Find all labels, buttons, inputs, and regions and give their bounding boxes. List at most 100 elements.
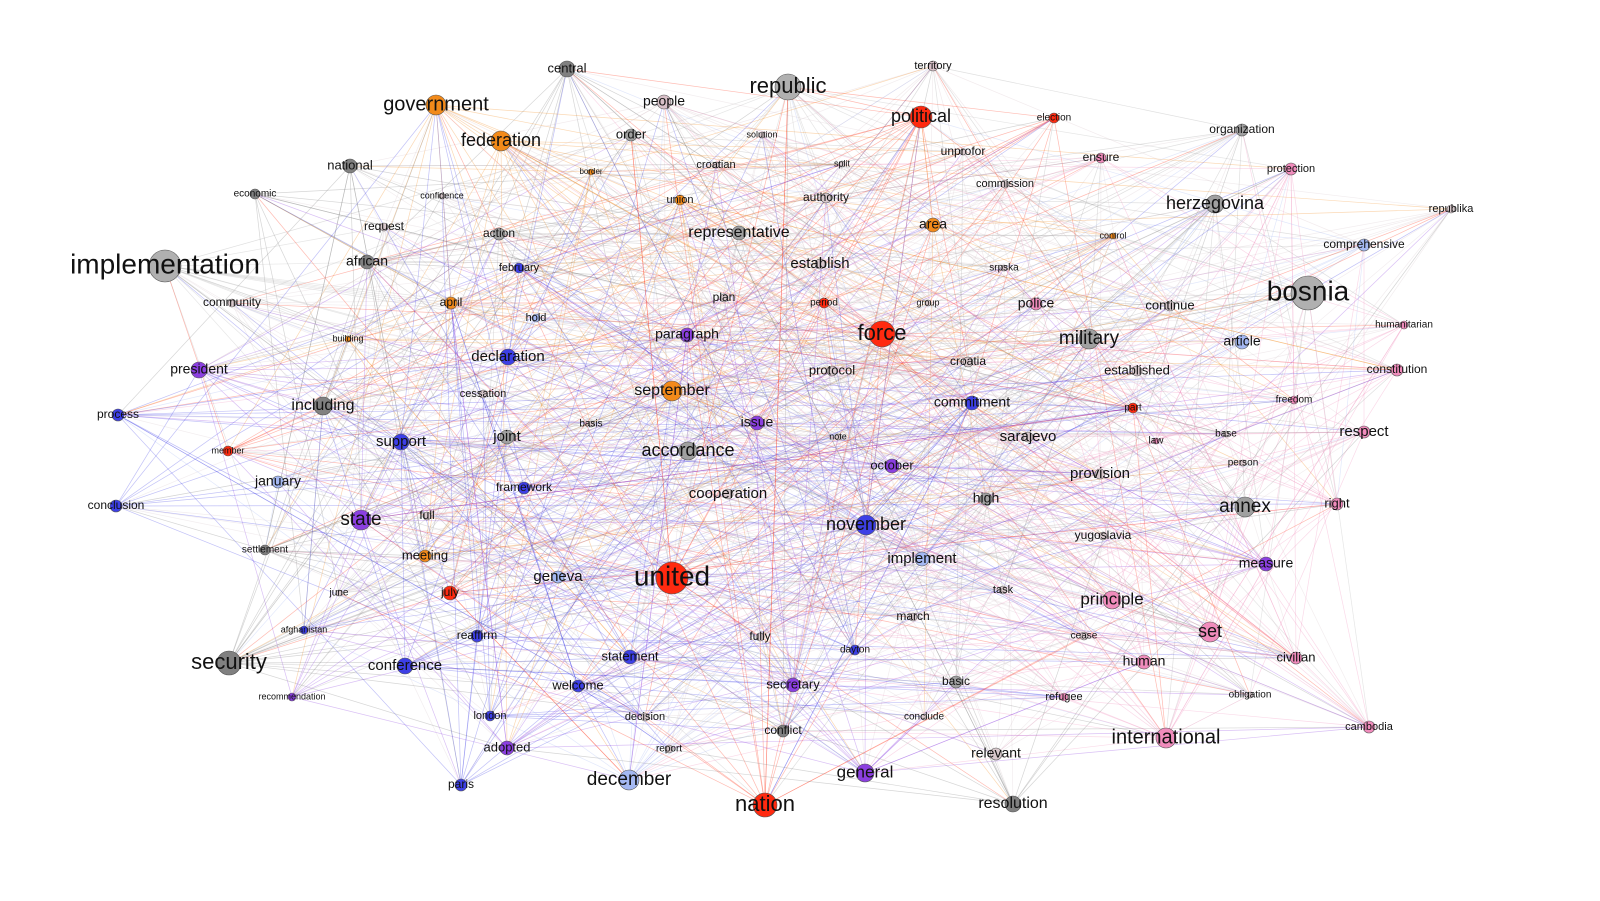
edge bbox=[506, 117, 1055, 438]
edge bbox=[1209, 503, 1338, 633]
edge bbox=[228, 361, 969, 664]
edge bbox=[628, 224, 934, 781]
edge bbox=[164, 265, 784, 732]
node bbox=[1155, 727, 1177, 749]
edge bbox=[227, 450, 428, 517]
edge bbox=[891, 244, 1365, 467]
edge bbox=[164, 265, 426, 557]
edge bbox=[366, 117, 1055, 263]
edge bbox=[231, 302, 402, 443]
node bbox=[499, 740, 515, 756]
node-label: republika bbox=[1429, 203, 1475, 215]
edge bbox=[400, 441, 1145, 663]
edge bbox=[506, 436, 1211, 633]
edge bbox=[628, 399, 1295, 781]
edge bbox=[507, 356, 1029, 438]
edge bbox=[347, 171, 592, 340]
edge bbox=[231, 302, 1405, 326]
edge bbox=[912, 399, 1295, 618]
edge bbox=[727, 493, 1211, 633]
edge bbox=[164, 265, 1134, 409]
edge bbox=[383, 226, 452, 304]
edge bbox=[577, 506, 1246, 687]
edge bbox=[449, 356, 509, 594]
node-label: base bbox=[1215, 429, 1237, 440]
node bbox=[678, 441, 698, 461]
edge bbox=[663, 101, 923, 560]
edge bbox=[787, 86, 1037, 305]
edge bbox=[687, 65, 934, 452]
edge bbox=[338, 305, 1171, 594]
edge bbox=[198, 369, 1029, 438]
edge bbox=[264, 481, 279, 551]
edge bbox=[227, 450, 987, 500]
edge bbox=[360, 261, 368, 521]
node-label: humanitarian bbox=[1375, 320, 1433, 331]
edge bbox=[912, 535, 1104, 618]
edge bbox=[921, 399, 1295, 560]
node-label: part bbox=[1124, 403, 1141, 414]
edge bbox=[782, 267, 1005, 732]
edge bbox=[920, 116, 969, 363]
node bbox=[927, 60, 939, 72]
edge bbox=[825, 197, 867, 526]
edge bbox=[590, 171, 1227, 435]
edge bbox=[164, 265, 766, 806]
edge bbox=[628, 334, 688, 781]
edge bbox=[663, 101, 1101, 475]
edge bbox=[995, 696, 1065, 755]
edge bbox=[449, 503, 1338, 594]
edge bbox=[995, 506, 1246, 755]
edge bbox=[231, 302, 646, 718]
edge bbox=[498, 233, 1114, 237]
edge bbox=[117, 199, 681, 416]
edge bbox=[923, 431, 1365, 718]
edge bbox=[629, 524, 867, 658]
edge bbox=[962, 151, 1246, 508]
edge bbox=[557, 576, 1085, 637]
edge bbox=[1102, 535, 1370, 728]
edge bbox=[787, 86, 922, 118]
node-label: representative bbox=[688, 224, 789, 241]
edge bbox=[671, 390, 758, 424]
edge bbox=[679, 199, 866, 774]
node bbox=[109, 499, 123, 513]
node-label: april bbox=[440, 295, 463, 309]
edge bbox=[787, 86, 1037, 305]
edge bbox=[435, 104, 1113, 601]
edge bbox=[932, 224, 1398, 371]
edge bbox=[864, 681, 957, 774]
node bbox=[640, 712, 650, 722]
edge bbox=[450, 116, 922, 304]
edge bbox=[831, 208, 1452, 372]
edge bbox=[628, 402, 973, 781]
edge bbox=[349, 165, 592, 173]
edge bbox=[679, 199, 1398, 371]
edge bbox=[383, 226, 1227, 435]
edge bbox=[1136, 370, 1370, 728]
edge bbox=[476, 635, 1065, 698]
edge bbox=[628, 302, 929, 781]
node bbox=[908, 612, 918, 622]
edge bbox=[500, 140, 934, 226]
edge bbox=[435, 104, 452, 304]
edge bbox=[891, 465, 1113, 601]
node-label: relevant bbox=[971, 745, 1021, 761]
edge bbox=[628, 334, 688, 781]
edge bbox=[764, 635, 1085, 806]
edge bbox=[523, 129, 1243, 489]
node bbox=[712, 161, 720, 169]
edge bbox=[761, 134, 1267, 565]
edge bbox=[426, 356, 509, 517]
edge bbox=[1002, 338, 1090, 591]
node bbox=[920, 713, 928, 721]
node-label: conclusion bbox=[88, 498, 145, 512]
edge bbox=[1088, 338, 1365, 433]
edge bbox=[995, 303, 1037, 755]
edge bbox=[507, 333, 883, 358]
edge bbox=[629, 656, 1167, 739]
edge bbox=[228, 662, 957, 683]
edge bbox=[441, 195, 1005, 269]
edge bbox=[489, 681, 957, 717]
edge bbox=[738, 232, 1085, 637]
